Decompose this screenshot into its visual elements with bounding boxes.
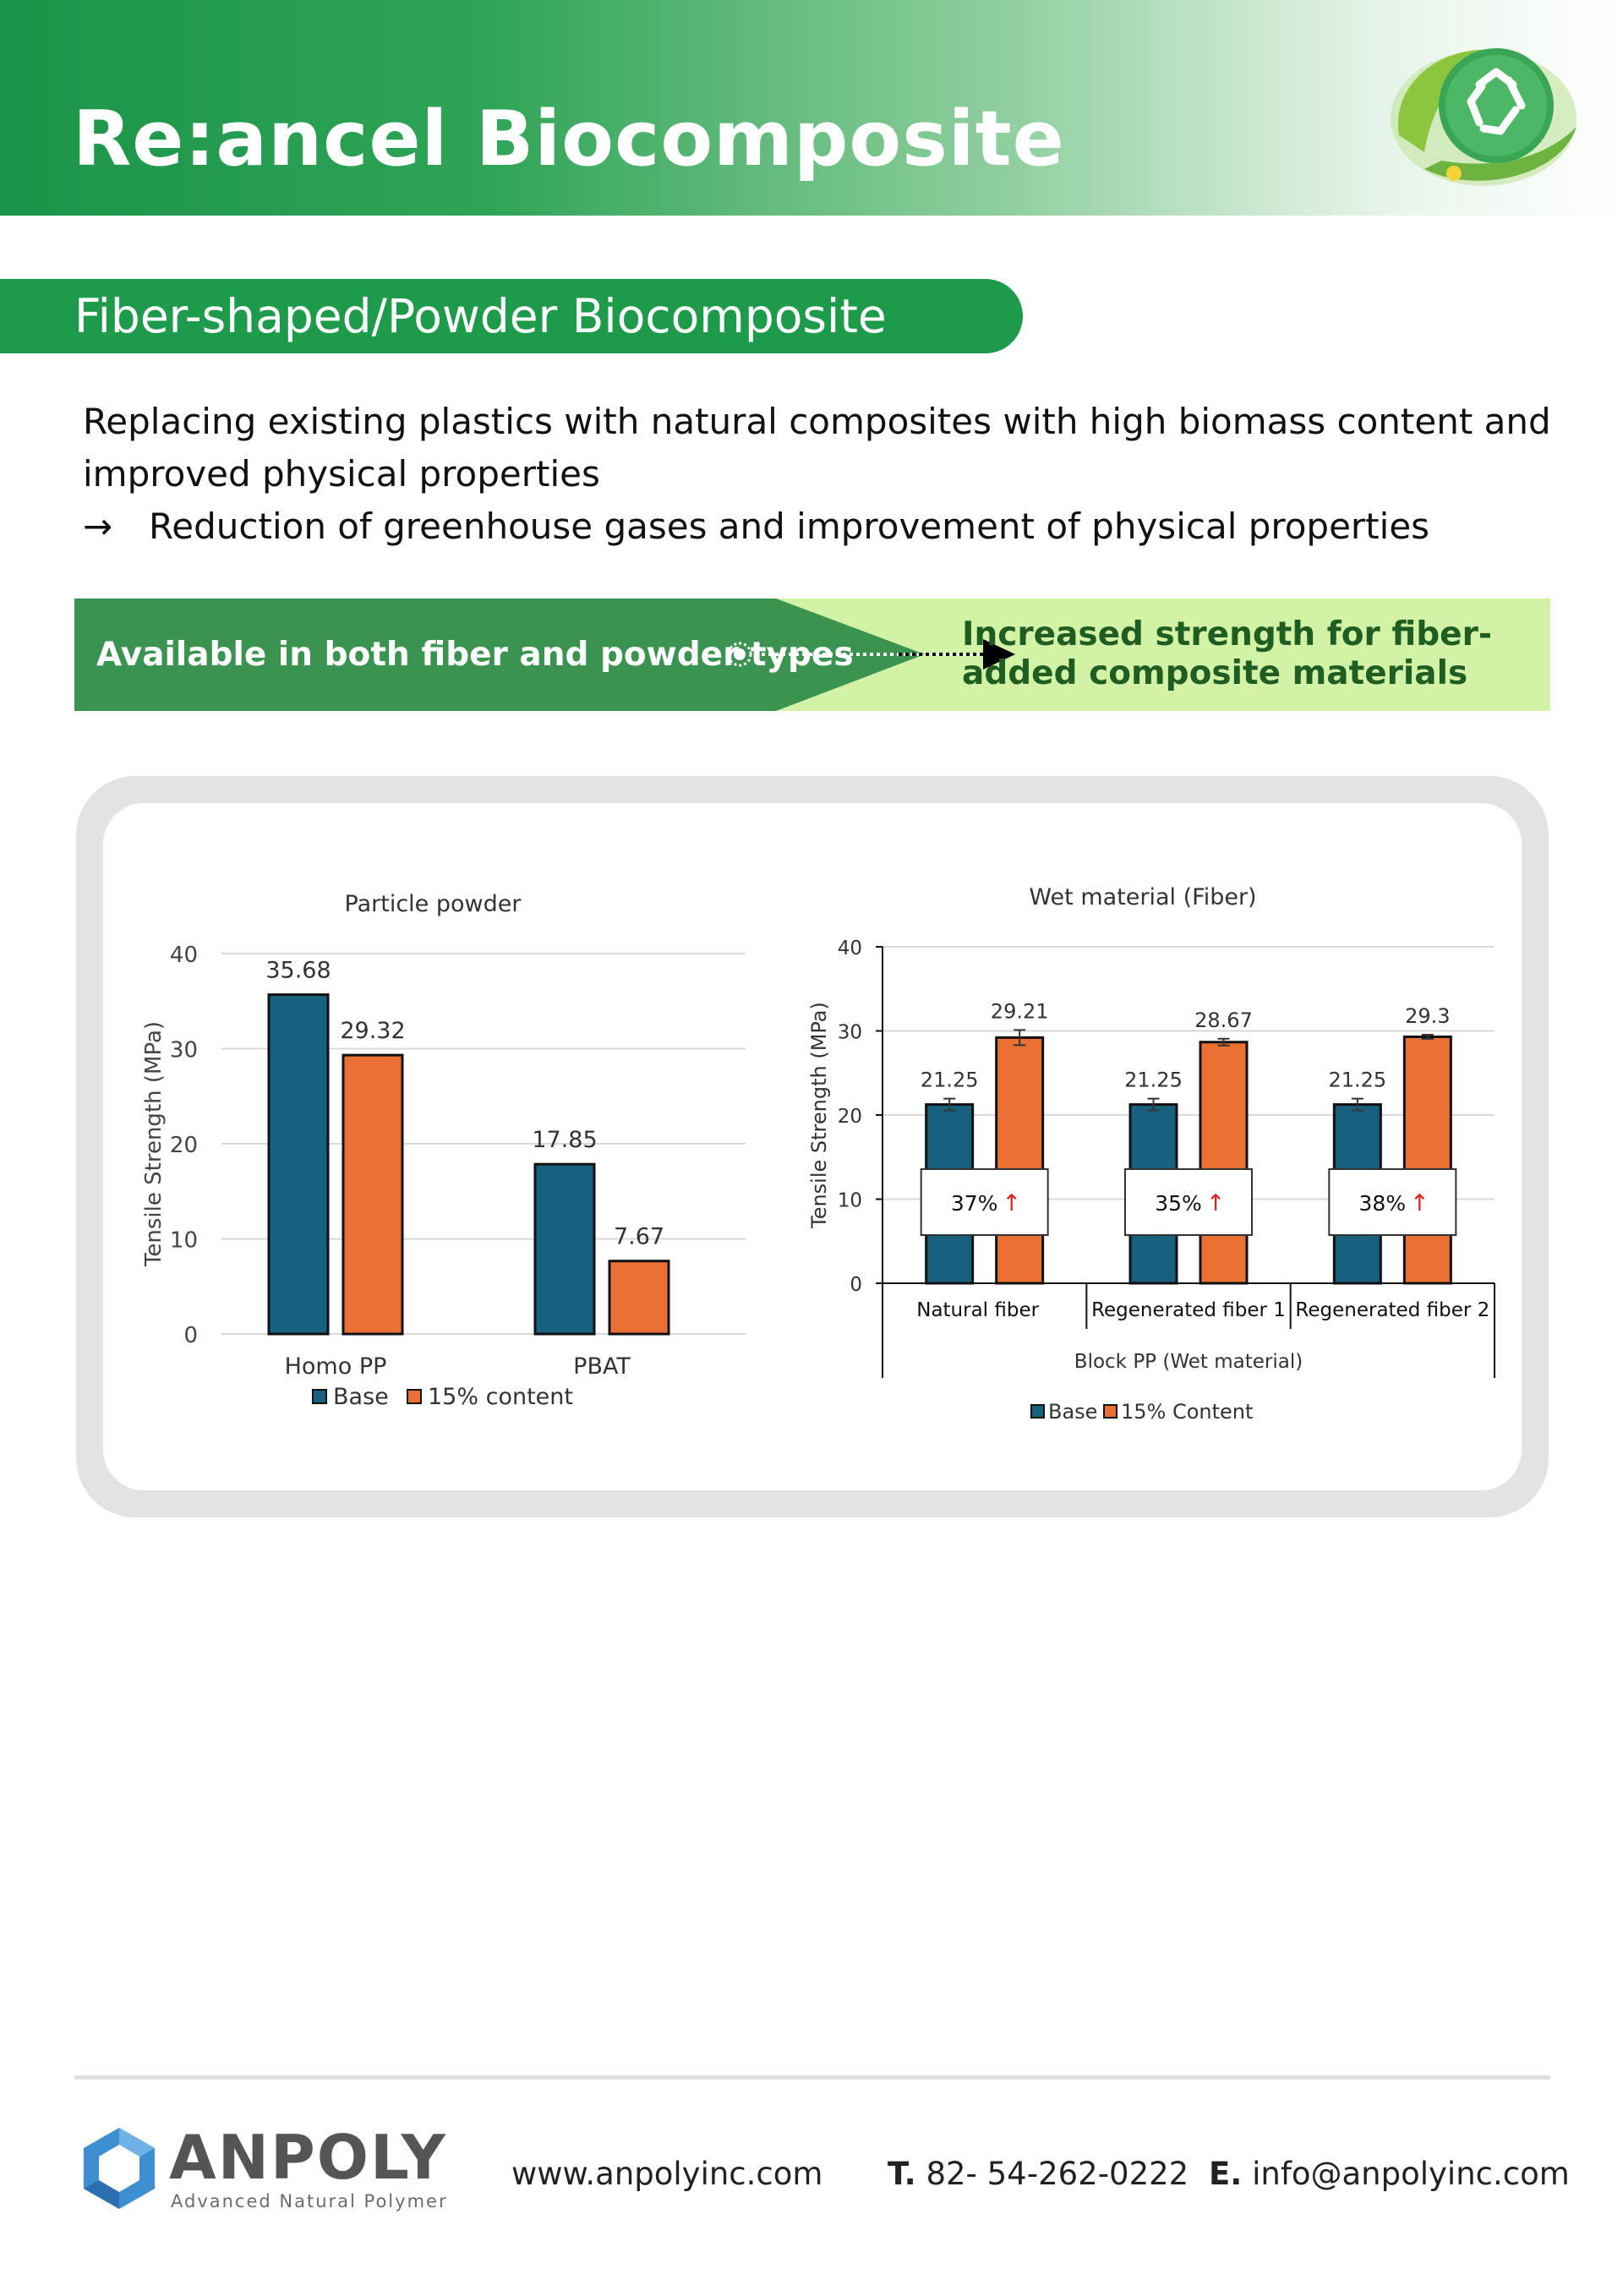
recycle-leaf-icon	[1391, 48, 1577, 186]
charts-canvas: Particle powder 0 10 20 30 40 Tensile Strength…	[141, 884, 1495, 1424]
chart1-y-tick-label: 20	[170, 1133, 198, 1158]
footer-phone: T. 82- 54-262-0222	[888, 2156, 1189, 2193]
chart2-annotation-label: 37%	[951, 1191, 998, 1216]
band-left-text: Available in both fiber and powder types	[96, 636, 854, 674]
up-arrow-icon: ↑	[1002, 1190, 1021, 1216]
chart2-annotation-label: 35%	[1155, 1191, 1202, 1216]
footer-website[interactable]: www.anpolyinc.com	[511, 2156, 823, 2192]
intro-line-1: Replacing existing plastics with natural…	[83, 401, 1551, 495]
page-title: Re:ancel Biocomposite	[73, 95, 1065, 183]
band-right-text: Increased strength for fiber-added compo…	[962, 615, 1493, 692]
chart1-y-tick-label: 0	[183, 1323, 198, 1348]
chart1-data-label: 35.68	[265, 958, 331, 984]
chart2-y-axis-label: Tensile Strength (MPa)	[807, 1002, 831, 1229]
footer-brand: ANPOLY	[169, 2122, 447, 2193]
intro-line-2: Reduction of greenhouse gases and improv…	[149, 506, 1430, 547]
chart1-x-tick-label: Homo PP	[285, 1353, 387, 1380]
chart2-legend-label: 15% Content	[1121, 1400, 1253, 1424]
phone-label: T.	[888, 2156, 916, 2192]
chart2-data-label: 28.67	[1194, 1009, 1253, 1032]
chart1-bar	[342, 1053, 404, 1336]
chart2-y-tick-label: 10	[838, 1190, 862, 1212]
chart1-legend-swatch	[407, 1389, 422, 1404]
chart1-y-tick-label: 10	[170, 1228, 198, 1254]
chart1-data-label: 7.67	[614, 1224, 664, 1250]
footer-divider	[74, 2075, 1550, 2080]
feature-band: Available in both fiber and powder types…	[74, 599, 1550, 711]
phone-number: 82- 54-262-0222	[926, 2156, 1189, 2192]
chart2-x-tick-label: Natural fiber	[916, 1299, 1039, 1321]
chart1-legend-swatch	[312, 1389, 327, 1404]
chart1-bar	[533, 1162, 596, 1336]
chart2-data-label: 21.25	[1328, 1069, 1386, 1092]
header-banner	[0, 0, 1623, 216]
hexagon-logo-icon	[84, 2128, 155, 2209]
chart1-legend-label: Base	[333, 1384, 389, 1410]
chart2-title: Wet material (Fiber)	[1029, 884, 1256, 910]
chart1-y-tick-label: 40	[170, 943, 198, 968]
chart2-legend-swatch	[1030, 1404, 1045, 1419]
chart1-data-label: 17.85	[532, 1127, 597, 1153]
email-address: info@anpolyinc.com	[1252, 2156, 1570, 2192]
chart1-y-axis-label: Tensile Strength (MPa)	[141, 1021, 167, 1267]
email-label: E.	[1209, 2156, 1243, 2192]
chart2-x-tick-label: Regenerated fiber 1	[1091, 1299, 1286, 1321]
chart2-y-tick-label: 30	[838, 1022, 862, 1044]
chart2-y-tick-label: 40	[838, 938, 862, 959]
section-title: Fiber-shaped/Powder Biocomposite	[74, 289, 887, 343]
chart2-x-tick-label: Regenerated fiber 2	[1295, 1299, 1489, 1321]
chart-frame: Particle powder 0 10 20 30 40 Tensile Strength…	[76, 776, 1549, 1517]
chart2-data-label: 29.3	[1405, 1004, 1450, 1028]
chart1-y-tick-label: 30	[170, 1038, 198, 1063]
chart2-data-label: 21.25	[921, 1069, 979, 1092]
footer-email[interactable]: E. info@anpolyinc.com	[1209, 2156, 1570, 2193]
chart2-y-tick-label: 20	[838, 1106, 862, 1128]
chart1-bar	[608, 1260, 670, 1336]
chart1-title: Particle powder	[345, 891, 522, 917]
dotted-arrow-icon	[730, 639, 1015, 670]
section-header: Fiber-shaped/Powder Biocomposite	[0, 279, 1023, 353]
footer-tagline: Advanced Natural Polymer	[171, 2191, 448, 2211]
chart2-x-axis-label: Block PP (Wet material)	[1074, 1351, 1303, 1373]
chart2-data-label: 29.21	[991, 999, 1049, 1023]
chart2-annotation-box	[1124, 1168, 1253, 1236]
intro-text: Replacing existing plastics with natural…	[83, 396, 1571, 553]
chart-panel: Particle powder 0 10 20 30 40 Tensile Strength…	[103, 803, 1522, 1490]
chart1-bar	[267, 993, 330, 1336]
chart2-data-label: 21.25	[1124, 1069, 1183, 1092]
chart2-legend-swatch	[1103, 1404, 1118, 1419]
chart1-data-label: 29.32	[340, 1018, 405, 1044]
up-arrow-icon: ↑	[1206, 1190, 1226, 1216]
chart2-bar	[995, 1036, 1045, 1285]
chart2-annotation-box	[920, 1168, 1049, 1236]
chart2-annotation-box	[1328, 1168, 1457, 1236]
chart2-legend-label: Base	[1048, 1400, 1097, 1424]
chart1-x-tick-label: PBAT	[573, 1353, 631, 1380]
chart2-y-tick-label: 0	[850, 1274, 862, 1296]
chart2-bar	[1199, 1041, 1249, 1285]
chart2-annotation-label: 38%	[1359, 1191, 1407, 1216]
up-arrow-icon: ↑	[1410, 1190, 1429, 1216]
right-arrow-icon: →	[83, 506, 113, 547]
chart2-bar	[1402, 1035, 1452, 1285]
chart1-legend-label: 15% content	[428, 1384, 573, 1410]
